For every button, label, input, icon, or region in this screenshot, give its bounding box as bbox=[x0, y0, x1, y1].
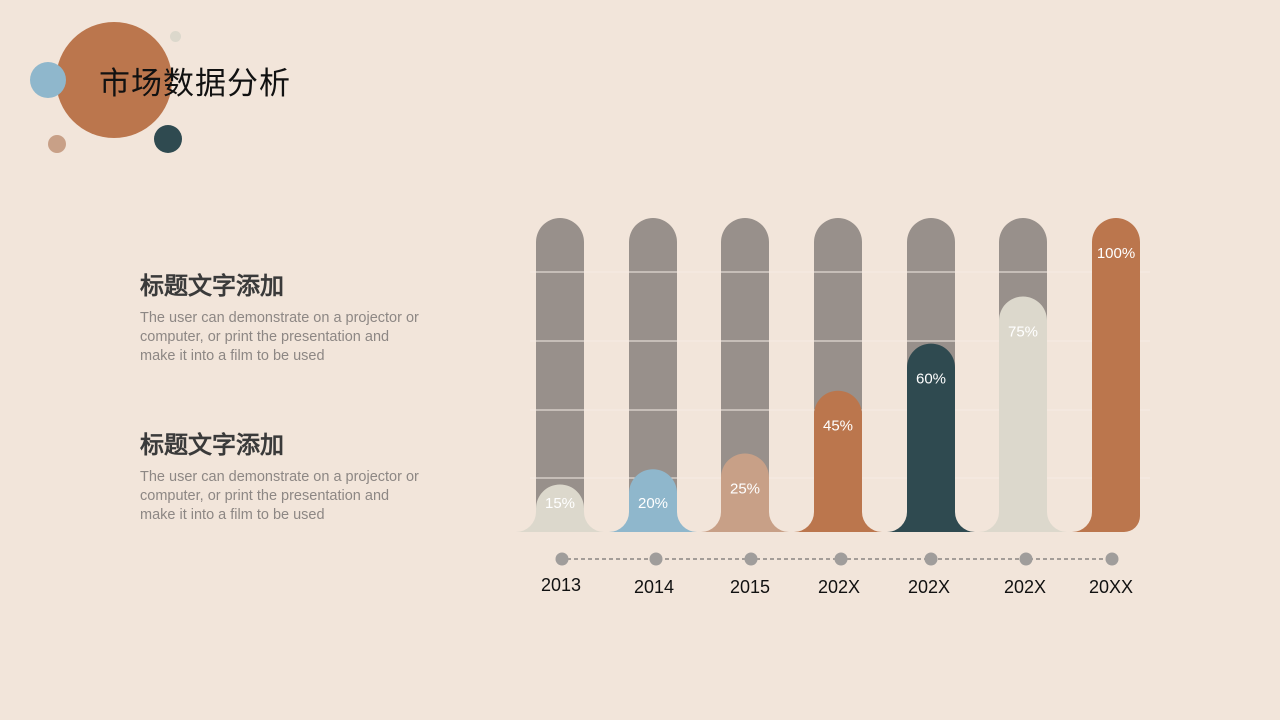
bar-track bbox=[721, 218, 769, 532]
decor-circle-large bbox=[56, 22, 172, 138]
text-block-heading: 标题文字添加 bbox=[140, 431, 284, 459]
data-bar bbox=[609, 469, 697, 532]
timeline-dot bbox=[649, 552, 663, 566]
data-bar bbox=[887, 343, 975, 532]
data-bar bbox=[1072, 218, 1140, 532]
text-block-body: The user can demonstrate on a projector … bbox=[140, 310, 419, 364]
x-tick-label: 2014 bbox=[634, 577, 674, 597]
text-block-heading: 标题文字添加 bbox=[140, 272, 284, 300]
x-tick-label: 20XX bbox=[1089, 577, 1133, 597]
timeline-dot bbox=[555, 552, 569, 566]
timeline-dot bbox=[1105, 552, 1119, 566]
timeline-dot bbox=[744, 552, 758, 566]
data-bar bbox=[701, 453, 789, 532]
data-bar bbox=[979, 296, 1067, 532]
timeline-dot bbox=[834, 552, 848, 566]
text-block-2: 标题文字添加 The user can demonstrate on a pro… bbox=[140, 425, 425, 525]
bar-track bbox=[629, 218, 677, 532]
decor-circle-dark bbox=[154, 125, 182, 153]
data-label: 75% bbox=[1008, 324, 1038, 341]
data-bar bbox=[516, 484, 604, 532]
x-tick-label: 2015 bbox=[730, 577, 770, 597]
decor-circle-tan bbox=[48, 135, 66, 153]
page-title: 市场数据分析 bbox=[99, 66, 291, 102]
x-tick-label: 202X bbox=[908, 577, 950, 597]
data-label: 25% bbox=[730, 481, 760, 498]
decor-circle-blue bbox=[30, 62, 66, 98]
text-block-1: 标题文字添加 The user can demonstrate on a pro… bbox=[140, 266, 425, 366]
data-label: 100% bbox=[1097, 245, 1135, 262]
x-tick-label: 202X bbox=[1004, 577, 1046, 597]
text-block-body: The user can demonstrate on a projector … bbox=[140, 469, 419, 523]
data-label: 20% bbox=[638, 495, 668, 512]
data-label: 45% bbox=[823, 418, 853, 435]
decor-circle-small bbox=[170, 31, 181, 42]
timeline-dot bbox=[924, 552, 938, 566]
data-bar bbox=[794, 390, 882, 532]
x-tick-label: 202X bbox=[818, 577, 860, 597]
timeline-dot bbox=[1019, 552, 1033, 566]
x-tick-label: 2013 bbox=[541, 575, 581, 595]
data-label: 15% bbox=[545, 495, 575, 512]
bar-track bbox=[536, 218, 584, 532]
data-label: 60% bbox=[916, 371, 946, 388]
